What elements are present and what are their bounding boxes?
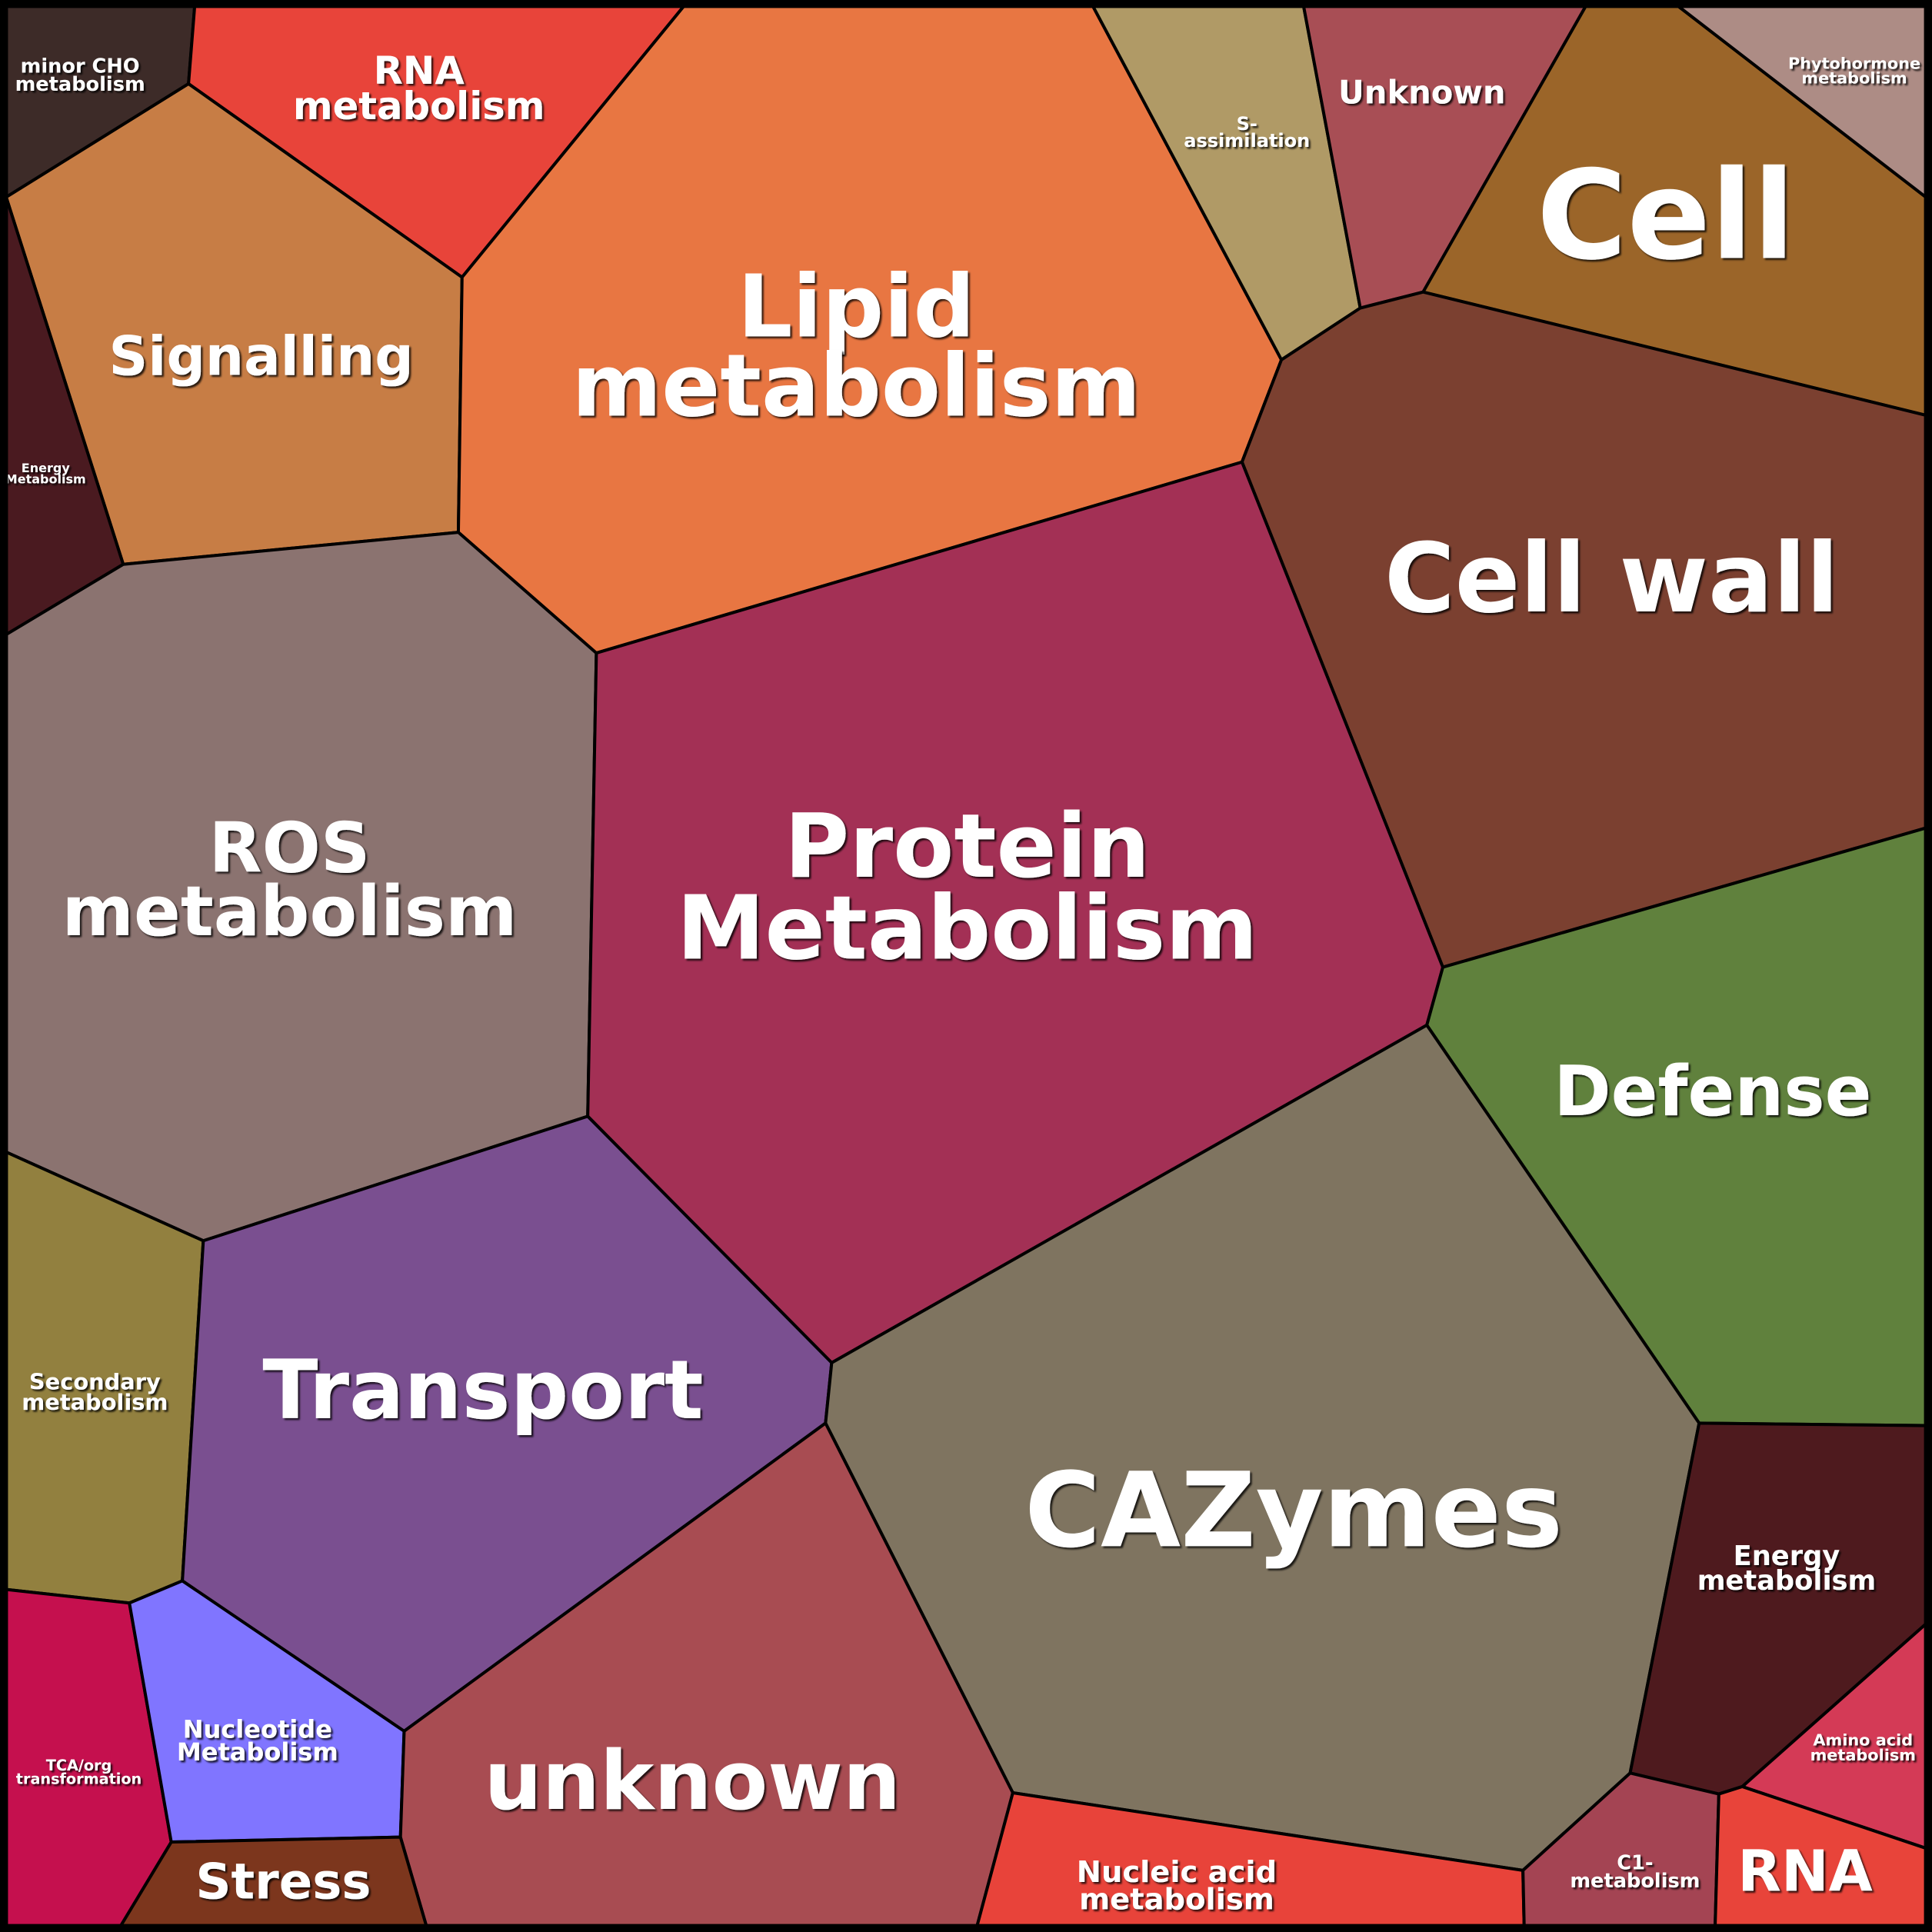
cell-label: metabolism (22, 1389, 168, 1415)
cell-label: Stress (195, 1854, 371, 1911)
cell-label: RNA (374, 48, 465, 93)
cell-label: S- (1237, 113, 1257, 135)
cell-label: metabolism (1801, 68, 1907, 87)
cell-label: Transport (262, 1343, 703, 1437)
cell-label: metabolism (15, 73, 145, 96)
cell-label: metabolism (1697, 1565, 1877, 1597)
cell-label: CAZymes (1024, 1450, 1563, 1571)
cell-label: Metabolism (5, 472, 86, 487)
cell-label: metabolism (571, 337, 1141, 437)
cell-label: Metabolism (677, 877, 1258, 980)
cell-label: Protein (784, 795, 1151, 898)
cell-label: Cell wall (1384, 523, 1839, 635)
cell-label: Amino acid (1813, 1731, 1913, 1750)
cell-label: transformation (16, 1770, 142, 1788)
cell-label: Secondary (29, 1369, 161, 1395)
cell-label: Phytohormone (1788, 54, 1920, 72)
cell-label: Lipid (738, 257, 975, 357)
cell-label: metabolism (62, 872, 518, 952)
cell-label: Metabolism (177, 1737, 338, 1767)
cell-label: Signalling (109, 325, 414, 388)
cell-label: Cell (1537, 144, 1795, 288)
cell-label: Energy (22, 461, 71, 475)
cell-label: assimilation (1184, 130, 1310, 152)
cell-label: metabolism (1079, 1883, 1274, 1917)
cell-label: RNA (1737, 1839, 1872, 1904)
cell-label: C1- (1617, 1851, 1653, 1874)
cell-label: ROS (209, 808, 371, 888)
cell-label: TCA/org (46, 1757, 112, 1774)
cell-label: unknown (485, 1734, 901, 1828)
cell-label: minor CHO (21, 55, 140, 78)
cell-label: Nucleic acid (1077, 1855, 1277, 1890)
cell-label: metabolism (1810, 1746, 1916, 1764)
cell-label: Energy (1734, 1541, 1840, 1572)
cell-label: metabolism (293, 84, 545, 128)
cell-label: Nucleotide (183, 1715, 332, 1744)
cell-label: Unknown (1338, 73, 1506, 111)
cell-label: Defense (1554, 1052, 1871, 1132)
cell-label: metabolism (1570, 1870, 1700, 1893)
